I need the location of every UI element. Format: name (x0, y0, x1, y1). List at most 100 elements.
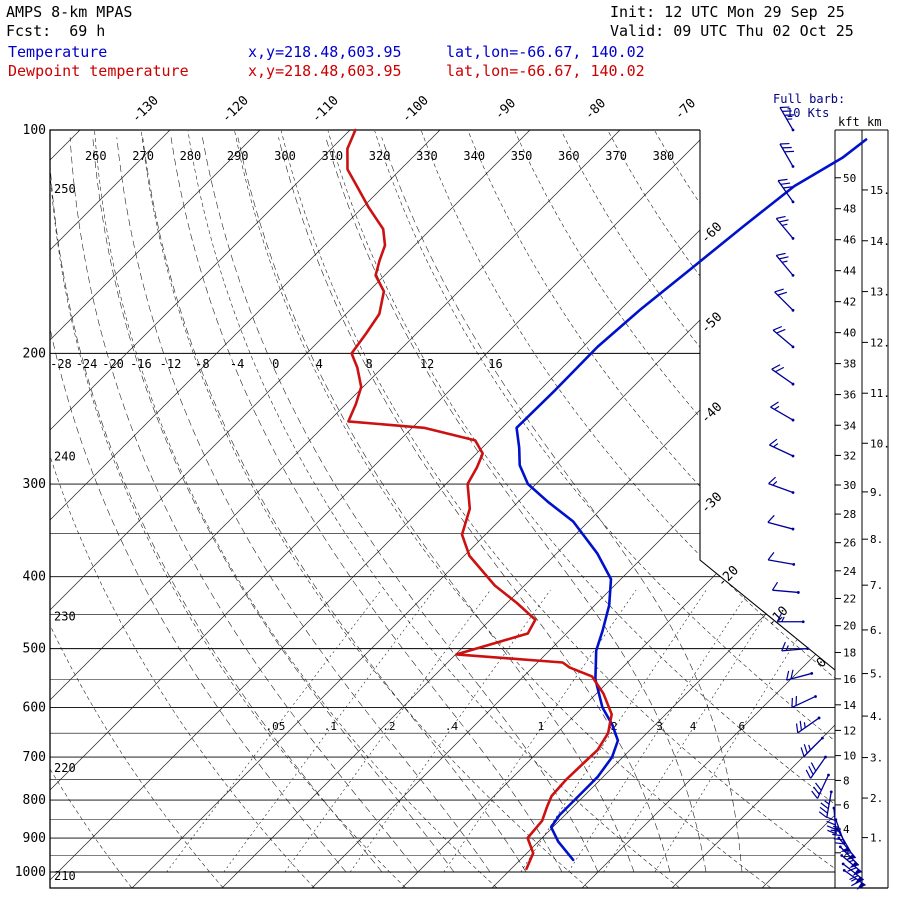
moist-adiabat-label: 12 (420, 357, 434, 371)
wind-barb (777, 178, 795, 204)
isotherm-right-label: -50 (698, 310, 725, 337)
isotherm-line (581, 130, 835, 888)
wind-barb (786, 669, 814, 681)
km-tick-label: 12. (870, 336, 890, 349)
isotherm-line (50, 130, 711, 888)
dry-adiabat-line (234, 130, 771, 888)
km-tick-label: 7. (870, 579, 883, 592)
pressure-label: 200 (23, 346, 46, 361)
moist-adiabat-label: 8 (365, 357, 372, 371)
km-tick-label: 5. (870, 668, 883, 681)
pressure-label: 700 (23, 750, 46, 765)
temperature-xy: x,y=218.48,603.95 (248, 43, 402, 61)
isotherm-right-label: -30 (698, 490, 725, 517)
isotherm-line (671, 130, 835, 888)
wind-barb (776, 613, 805, 624)
wind-barb (818, 790, 833, 819)
pressure-label: 500 (23, 642, 46, 657)
mixing-ratio-label: .4 (445, 720, 459, 733)
theta-left-label: 250 (54, 182, 76, 196)
kft-tick-label: 28 (843, 508, 856, 521)
valid-time: Valid: 09 UTC Thu 02 Oct 25 (610, 22, 854, 40)
isotherm-top-label: -100 (399, 93, 432, 126)
dry-adiabat-line (50, 130, 406, 888)
background-gridlines (50, 130, 835, 888)
moist-adiabat-line (278, 137, 671, 873)
theta-top-label: 260 (85, 149, 107, 163)
kft-tick-label: 46 (843, 234, 856, 247)
mixing-ratio-line (568, 589, 750, 873)
moist-adiabat-label: 4 (316, 357, 323, 371)
dry-adiabat-line (421, 130, 835, 888)
isotherm-line (131, 130, 835, 888)
wind-barb (771, 581, 800, 594)
kft-tick-label: 26 (843, 537, 856, 550)
dewpoint-legend-label: Dewpoint temperature (8, 62, 189, 80)
theta-top-label: 300 (274, 149, 296, 163)
isotherm-line (311, 130, 835, 888)
dry-adiabat-line (281, 130, 835, 888)
km-tick-label: 14. (870, 235, 890, 248)
wind-barb (774, 288, 795, 312)
theta-top-label: 280 (180, 149, 202, 163)
wind-barb (800, 736, 824, 757)
wind-barb (779, 106, 795, 132)
moist-adiabat-line (142, 137, 527, 873)
isotherm-right-label: -20 (715, 563, 742, 590)
dry-adiabat-line (374, 130, 835, 888)
full-barb-note-line2: 10 Kts (786, 106, 829, 120)
isotherm-line (221, 130, 835, 888)
theta-left-label: 230 (54, 610, 76, 624)
kft-tick-label: 40 (843, 327, 856, 340)
wind-barb (767, 551, 796, 566)
km-scale-header: km (867, 115, 881, 129)
mixing-ratio-label: 6 (739, 720, 746, 733)
moist-adiabat-label: -16 (130, 357, 152, 371)
kft-tick-label: 50 (843, 172, 856, 185)
mixing-ratio-line (603, 589, 782, 873)
sounding-traces (346, 128, 868, 871)
moist-adiabat-line (116, 137, 491, 873)
isotherm-top-label: -130 (129, 93, 162, 126)
mixing-ratio-line (443, 589, 637, 873)
kft-tick-label: 36 (843, 389, 856, 402)
isotherm-top-label: -120 (219, 93, 252, 126)
wind-barb (775, 215, 795, 240)
dry-adiabat-line (50, 130, 315, 888)
isotherm-right-label: -40 (698, 400, 725, 427)
theta-top-label: 360 (558, 149, 580, 163)
moist-adiabat-label: -28 (50, 357, 72, 371)
theta-top-label: 350 (511, 149, 533, 163)
kft-tick-label: 6 (843, 799, 850, 812)
kft-tick-label: 22 (843, 592, 856, 605)
moist-adiabat-line (381, 137, 743, 873)
isotherm-line (50, 130, 351, 888)
wind-barb (769, 438, 795, 458)
kft-tick-label: 48 (843, 203, 856, 216)
isotherm-top-label: -70 (672, 96, 699, 123)
km-tick-label: 6. (870, 624, 883, 637)
km-tick-label: 4. (870, 710, 883, 723)
kft-tick-label: 42 (843, 296, 856, 309)
theta-top-label: 320 (369, 149, 391, 163)
full-barb-note-line1: Full barb: (773, 92, 845, 106)
moist-adiabat-label: -12 (160, 357, 182, 371)
wind-barb (775, 252, 795, 277)
theta-top-label: 330 (416, 149, 438, 163)
wind-barb (771, 364, 795, 386)
km-tick-label: 13. (870, 286, 890, 299)
dry-adiabat-line (654, 130, 835, 888)
wind-barb (805, 755, 827, 779)
theta-left-label: 220 (54, 761, 76, 775)
kft-tick-label: 12 (843, 724, 856, 737)
height-scales: kft km 246810121416182022242628303234363… (834, 115, 890, 888)
dewpoint-latlon: lat,lon=-66.67, 140.02 (446, 62, 645, 80)
wind-barb (781, 641, 810, 652)
isotherm-top-label: -110 (309, 93, 342, 126)
kft-tick-label: 4 (843, 823, 850, 836)
mixing-ratio-label: 4 (690, 720, 697, 733)
kft-tick-label: 44 (843, 265, 857, 278)
theta-left-label: 240 (54, 449, 76, 463)
